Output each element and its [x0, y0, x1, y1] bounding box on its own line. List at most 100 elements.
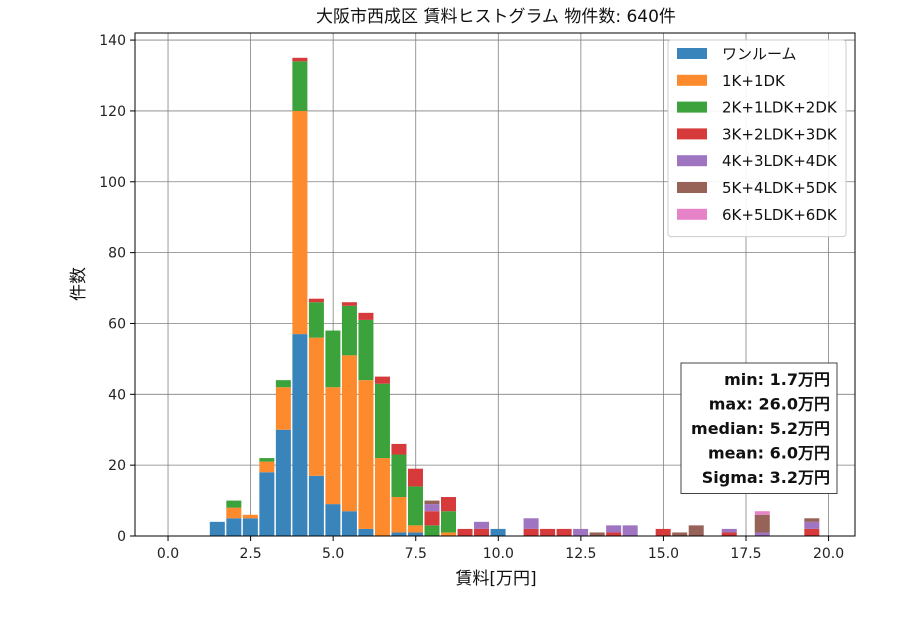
histogram-bar: [441, 497, 457, 512]
histogram-bar: [407, 525, 423, 533]
histogram-bar: [292, 61, 308, 111]
plot-frame: [134, 32, 856, 537]
histogram-bar: [573, 528, 589, 536]
histogram-bar: [441, 532, 457, 536]
histogram-bar: [424, 504, 440, 512]
stats-line: max: 26.0万円: [709, 395, 830, 414]
histogram-bar: [341, 511, 357, 536]
x-tick-label: 2.5: [239, 546, 261, 562]
histogram-bar: [325, 387, 341, 505]
histogram-bar: [325, 330, 341, 388]
histogram-bar: [754, 511, 770, 515]
histogram-bar: [308, 302, 324, 338]
histogram-bar: [358, 380, 374, 529]
y-tick-label: 20: [108, 458, 126, 474]
histogram-bar: [391, 497, 407, 533]
stats-line: Sigma: 3.2万円: [702, 468, 830, 487]
histogram-bar: [358, 312, 374, 320]
histogram-bar: [391, 443, 407, 455]
x-tick-label: 17.5: [730, 546, 761, 562]
histogram-bar: [490, 528, 506, 536]
histogram-bar: [292, 334, 308, 536]
stats-box: min: 1.7万円 max: 26.0万円 median: 5.2万円 mean: …: [680, 362, 838, 494]
histogram-bar: [275, 380, 291, 388]
histogram-bar: [391, 532, 407, 536]
histogram-bar: [292, 110, 308, 335]
histogram-bar: [275, 429, 291, 536]
stats-line: min: 1.7万円: [724, 370, 830, 389]
histogram-bar: [226, 518, 242, 536]
histogram-bar: [374, 376, 390, 384]
histogram-bar: [358, 319, 374, 381]
histogram-bar: [721, 528, 737, 533]
histogram-bar: [374, 458, 390, 536]
histogram-bar: [804, 518, 820, 522]
legend-swatch: [677, 48, 707, 59]
histogram-bar: [374, 383, 390, 459]
histogram-bar: [589, 532, 605, 536]
histogram-bar: [672, 532, 688, 536]
histogram-bar: [457, 528, 473, 536]
histogram-bar: [523, 518, 539, 529]
histogram-bar: [259, 458, 275, 462]
histogram-bar: [622, 525, 638, 536]
stats-box-frame: [680, 362, 838, 494]
histogram-bar: [308, 298, 324, 303]
y-axis-title: 件数: [69, 267, 89, 301]
histogram-bar: [308, 475, 324, 536]
y-tick-label: 40: [108, 387, 126, 403]
histogram-bar: [308, 337, 324, 476]
legend-label: 3K+2LDK+3DK: [722, 125, 838, 143]
legend-label: 1K+1DK: [722, 72, 786, 90]
y-tick-label: 100: [99, 175, 126, 191]
histogram-bar: [441, 511, 457, 533]
y-tick-label: 120: [99, 104, 126, 120]
stats-line: median: 5.2万円: [691, 419, 830, 438]
histogram-bar: [424, 511, 440, 526]
histogram-bar: [358, 528, 374, 536]
x-axis-title: 賃料[万円]: [455, 569, 536, 589]
histogram-bar: [523, 528, 539, 536]
y-tick-label: 60: [108, 316, 126, 332]
legend-swatch: [677, 182, 707, 193]
histogram-bar: [275, 387, 291, 430]
histogram-bar: [606, 525, 622, 533]
legend-swatch: [677, 208, 707, 220]
histogram-bar: [259, 461, 275, 473]
histogram-bar: [474, 521, 490, 529]
histogram-bar: [341, 355, 357, 512]
histogram-bar: [407, 532, 423, 536]
histogram-bar: [556, 528, 572, 536]
histogram-bar: [391, 454, 407, 498]
histogram-bar: [259, 472, 275, 536]
y-tick-label: 140: [99, 33, 126, 49]
x-tick-label: 0.0: [157, 546, 179, 562]
histogram-bar: [804, 528, 820, 536]
histogram-bar: [407, 468, 423, 487]
histogram-bar: [754, 514, 770, 533]
histogram-bar: [721, 532, 737, 536]
legend-swatch: [677, 128, 707, 140]
legend-frame: [667, 39, 847, 238]
histogram-bar: [540, 528, 556, 536]
y-tick-label: 0: [117, 529, 126, 545]
x-tick-label: 12.5: [565, 546, 596, 562]
histogram-bar: [242, 514, 258, 519]
histogram-bar: [754, 532, 770, 536]
histogram-bar: [341, 305, 357, 356]
histogram-bar: [606, 532, 622, 536]
histogram-bar: [655, 528, 671, 536]
y-axis-ticks: 0 20 40 60 80 100 120 140: [99, 33, 135, 545]
histogram-bar: [424, 525, 440, 536]
x-tick-label: 5.0: [322, 546, 344, 562]
histogram-bar: [688, 525, 704, 536]
histogram-bar: [226, 500, 242, 508]
legend-label: 6K+5LDK+6DK: [722, 206, 838, 224]
x-tick-label: 10.0: [483, 546, 514, 562]
histogram-bar: [341, 302, 357, 306]
legend-swatch: [677, 155, 707, 167]
histogram-bar: [474, 528, 490, 536]
histogram-bar: [292, 57, 308, 62]
histogram-bar: [209, 521, 225, 536]
